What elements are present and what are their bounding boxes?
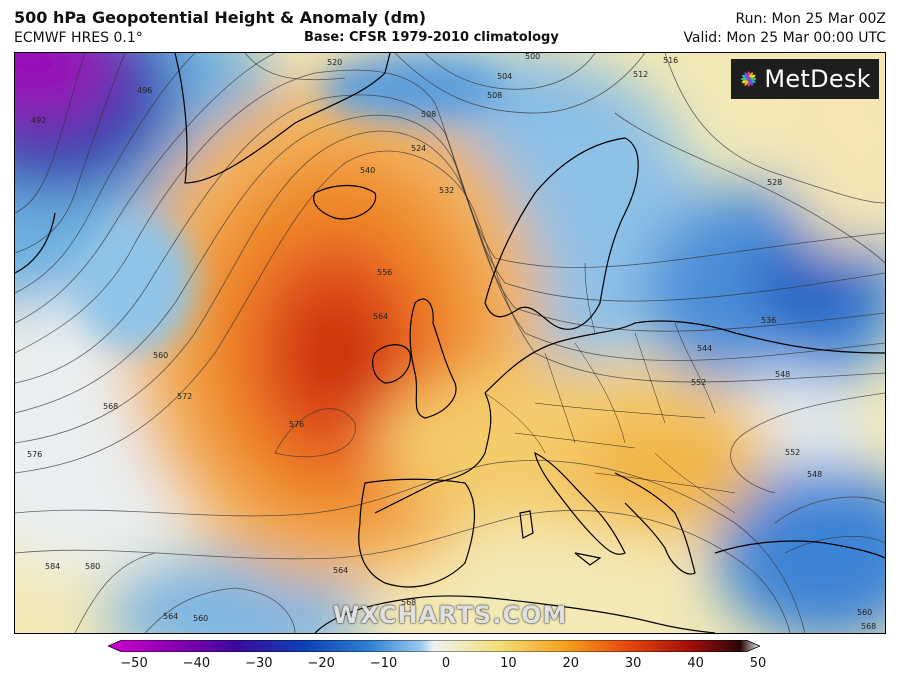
metdesk-logo: MetDesk bbox=[731, 59, 879, 99]
contour-lines bbox=[15, 53, 885, 633]
colorbar-tick-label: 20 bbox=[562, 656, 580, 671]
contour-label: 512 bbox=[633, 70, 648, 79]
colorbar-tick-label: −50 bbox=[120, 656, 148, 671]
contour-label: 564 bbox=[333, 566, 348, 575]
contour-label: 548 bbox=[807, 470, 822, 479]
anomaly-field: 520 504 508 500 512 516 496 492 508 524 … bbox=[15, 53, 885, 633]
contour-label: 528 bbox=[767, 178, 782, 187]
contour-label: 504 bbox=[497, 72, 512, 81]
colorbar-tick-label: −20 bbox=[307, 656, 335, 671]
contour-label: 564 bbox=[373, 312, 388, 321]
contour-label: 568 bbox=[401, 598, 416, 607]
logo-text: MetDesk bbox=[764, 65, 871, 93]
contour-label: 564 bbox=[163, 612, 178, 621]
contour-label: 536 bbox=[761, 316, 776, 325]
colorbar-tick-label: −30 bbox=[245, 656, 273, 671]
colorbar-ticks: −50 −40 −30 −20 −10 0 10 20 30 40 50 bbox=[108, 656, 768, 676]
contour-label: 508 bbox=[487, 91, 502, 100]
colorbar-tick-label: −40 bbox=[182, 656, 211, 671]
contour-label: 552 bbox=[785, 448, 800, 457]
contour-label: 496 bbox=[137, 86, 152, 95]
contour-label: 540 bbox=[360, 166, 375, 175]
contour-label: 532 bbox=[439, 186, 454, 195]
valid-time: Valid: Mon 25 Mar 00:00 UTC bbox=[683, 30, 886, 46]
contour-label: 568 bbox=[861, 622, 876, 631]
contour-labels: 520 504 508 500 512 516 496 492 508 524 … bbox=[27, 53, 876, 631]
contour-label: 580 bbox=[85, 562, 100, 571]
contour-label: 508 bbox=[421, 110, 436, 119]
contour-label: 552 bbox=[691, 378, 706, 387]
watermark: WXCHARTS.COM bbox=[332, 601, 568, 629]
colorbar-tick-label: 10 bbox=[500, 656, 517, 671]
contour-label: 500 bbox=[525, 53, 540, 61]
contour-label: 544 bbox=[697, 344, 712, 353]
starburst-icon bbox=[740, 71, 757, 87]
contour-label: 492 bbox=[31, 116, 46, 125]
colorbar-tick-label: 0 bbox=[441, 656, 451, 671]
model-label: ECMWF HRES 0.1° bbox=[14, 30, 143, 46]
colorbar-tick-label: −10 bbox=[369, 656, 398, 671]
weather-map: 520 504 508 500 512 516 496 492 508 524 … bbox=[14, 52, 886, 634]
colorbar-tick-label: 40 bbox=[687, 656, 704, 671]
contour-label: 584 bbox=[45, 562, 60, 571]
contour-label: 548 bbox=[775, 370, 790, 379]
contour-label: 568 bbox=[103, 402, 118, 411]
run-time: Run: Mon 25 Mar 00Z bbox=[735, 11, 886, 27]
contour-label: 576 bbox=[27, 450, 42, 459]
contour-label: 572 bbox=[177, 392, 192, 401]
climatology-base: Base: CFSR 1979-2010 climatology bbox=[304, 30, 559, 45]
contour-label: 516 bbox=[663, 56, 678, 65]
contour-label: 524 bbox=[411, 144, 426, 153]
contour-label: 560 bbox=[857, 608, 872, 617]
contour-label: 560 bbox=[153, 351, 168, 360]
colorbar-tick-label: 50 bbox=[749, 656, 767, 671]
coastlines bbox=[15, 53, 885, 633]
colorbar-tick-label: 30 bbox=[624, 656, 642, 671]
colorbar bbox=[108, 640, 760, 652]
chart-title: 500 hPa Geopotential Height & Anomaly (d… bbox=[14, 8, 427, 27]
contour-label: 560 bbox=[193, 614, 208, 623]
contour-label: 556 bbox=[377, 268, 392, 277]
contour-label: 576 bbox=[289, 420, 304, 429]
contour-label: 520 bbox=[327, 58, 342, 67]
country-borders bbox=[484, 262, 736, 514]
